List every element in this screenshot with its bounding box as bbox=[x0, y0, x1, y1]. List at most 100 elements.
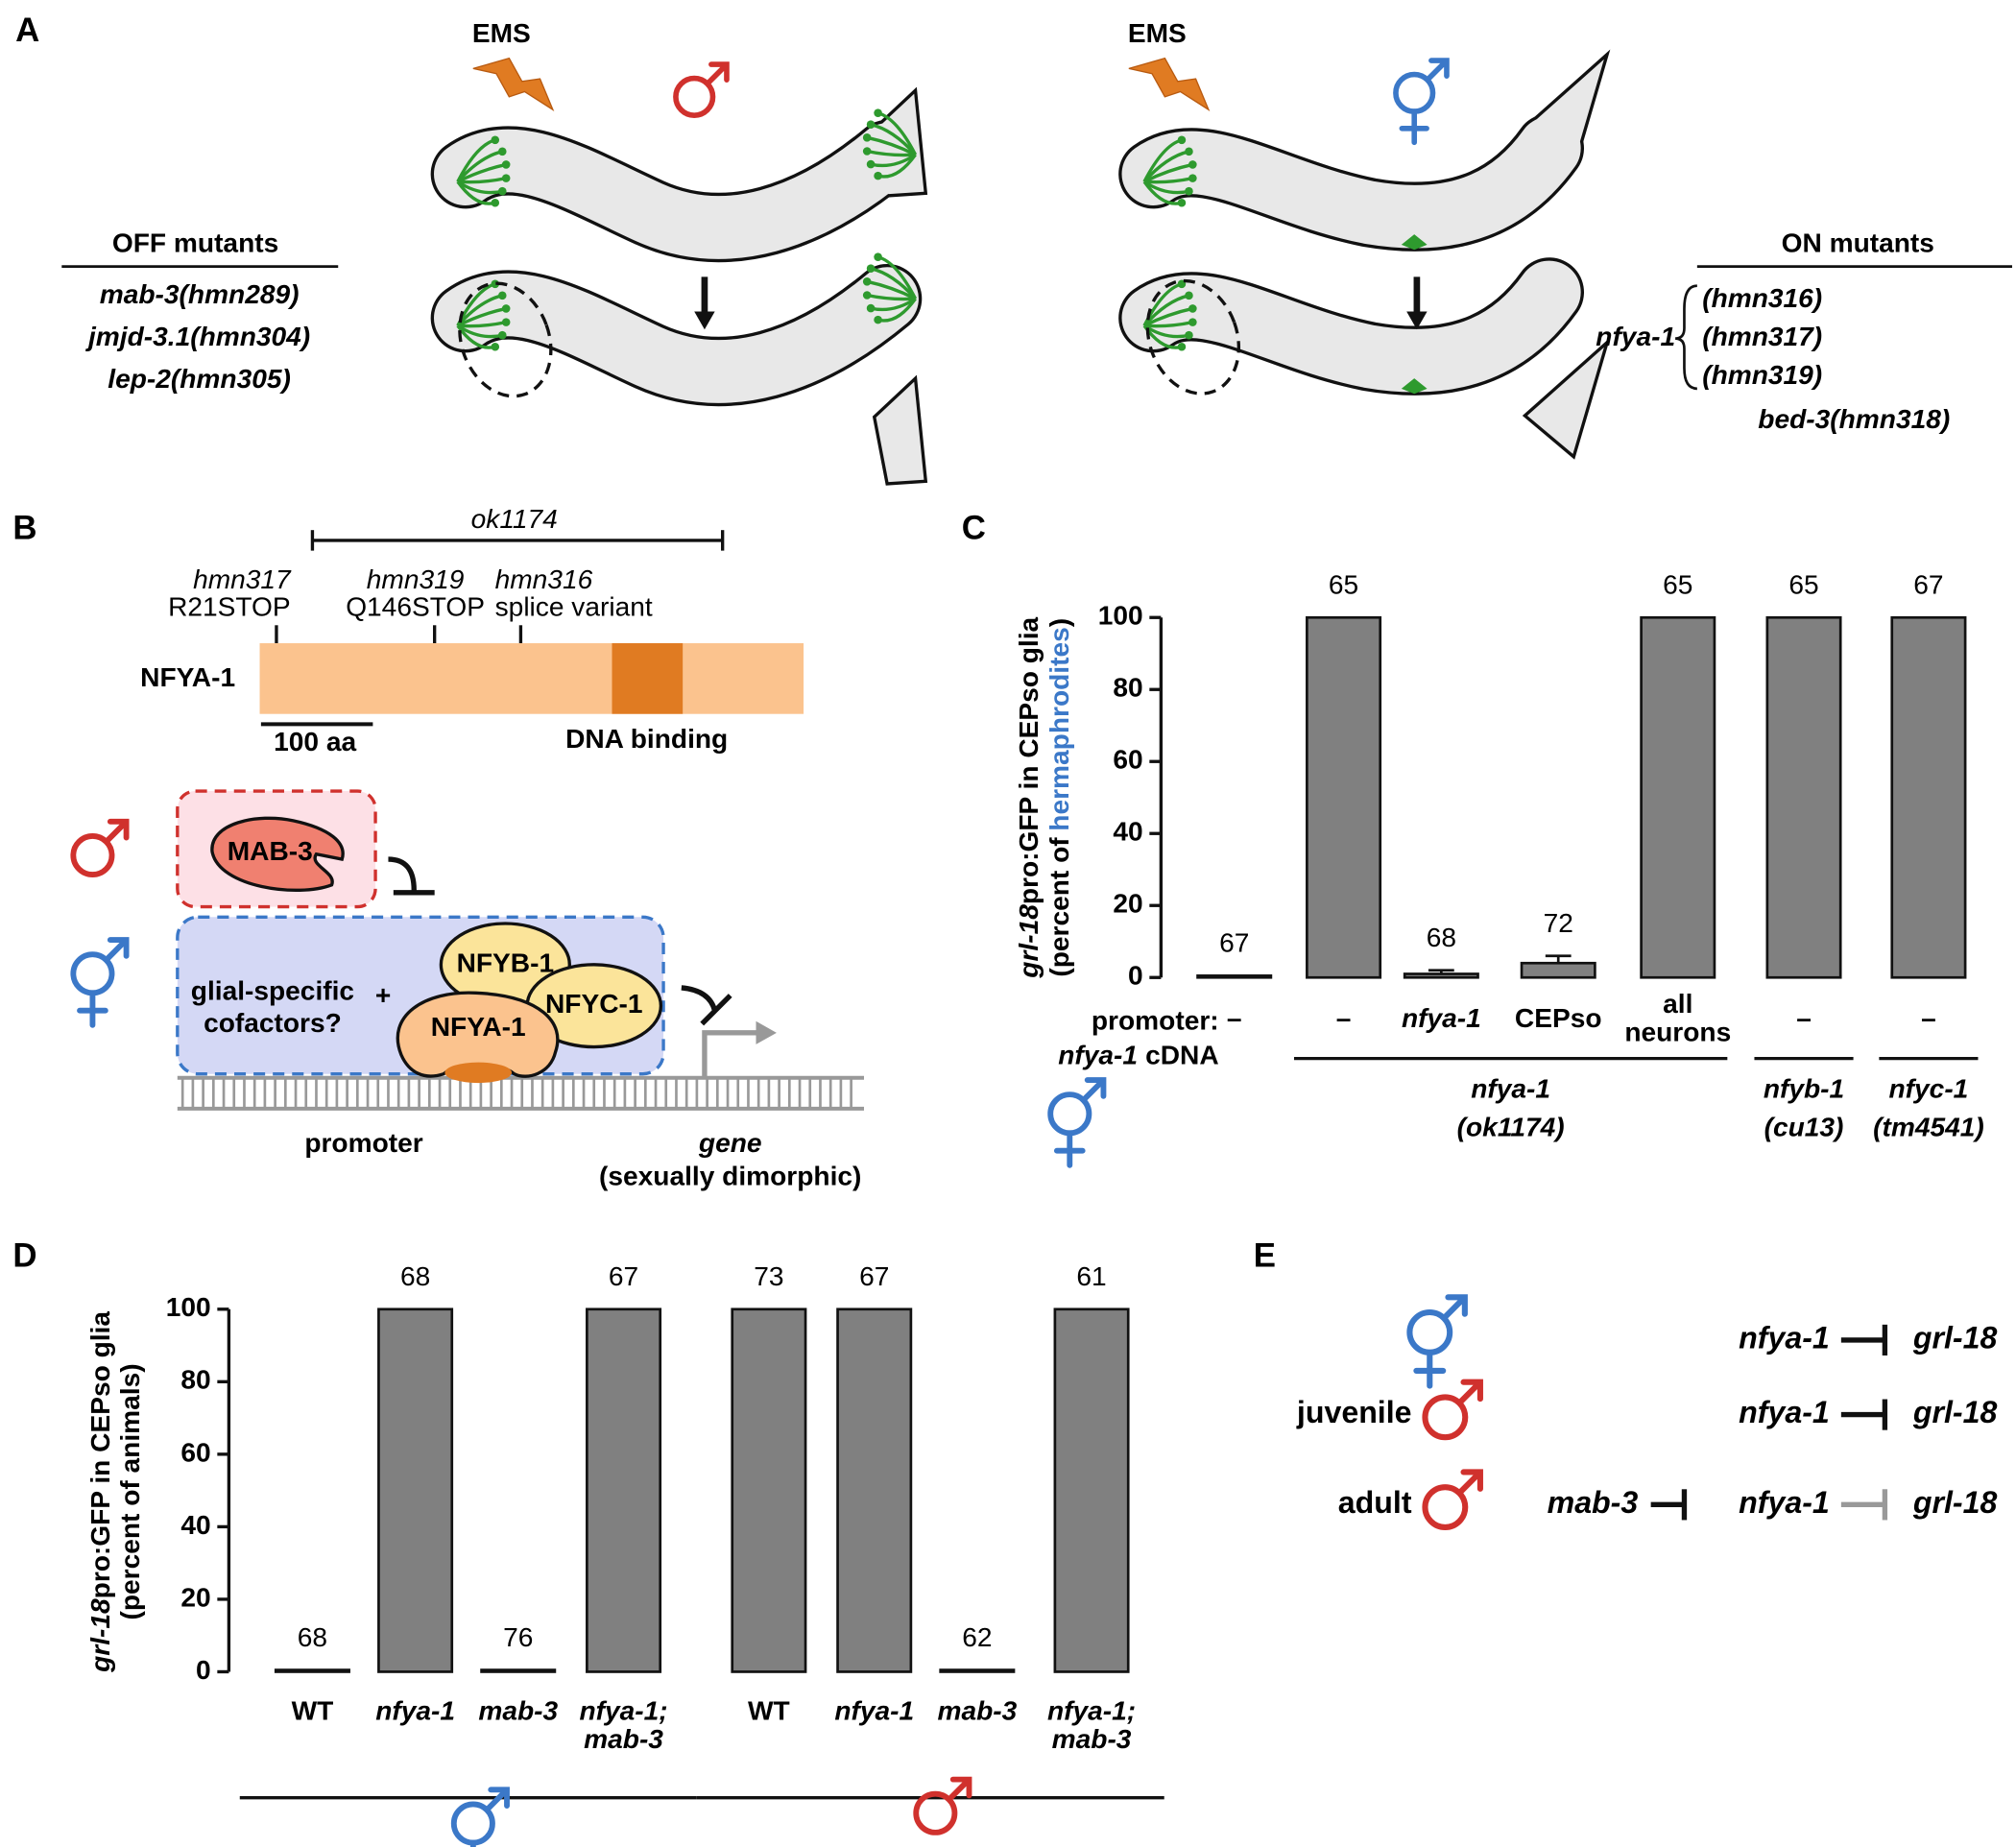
neuron bbox=[866, 279, 917, 300]
group-label: nfyc-1 bbox=[1889, 1074, 1969, 1104]
neuron-soma bbox=[866, 159, 876, 169]
mutagen-bolt bbox=[1128, 57, 1211, 111]
neuron-soma bbox=[874, 252, 882, 261]
mutation-label: splice variant bbox=[495, 591, 653, 621]
vulva bbox=[1401, 378, 1428, 395]
off-allele: mab-3(hmn289) bbox=[100, 279, 300, 309]
neuron-soma bbox=[1188, 174, 1197, 182]
worm-body bbox=[1121, 116, 1581, 249]
bar bbox=[274, 1668, 350, 1673]
worm bbox=[1118, 49, 1611, 252]
dna-binding-site bbox=[444, 1062, 513, 1084]
y-axis-label-part: (percent of bbox=[1045, 837, 1075, 977]
x-tick-label: nfya-1 bbox=[834, 1696, 914, 1726]
mutation-label: Q146STOP bbox=[346, 591, 485, 621]
n-label: 68 bbox=[400, 1261, 430, 1291]
allele-brace bbox=[1675, 284, 1697, 391]
bar bbox=[1520, 961, 1596, 979]
tss-arrowhead bbox=[756, 1020, 777, 1044]
tss-arrow bbox=[702, 1030, 759, 1078]
x-tick-label: nfya-1 bbox=[1402, 1003, 1481, 1033]
x-tick-label: mab-3 bbox=[937, 1696, 1017, 1726]
y-tick-label: 80 bbox=[1113, 673, 1142, 703]
dna-label: promoter bbox=[304, 1128, 422, 1158]
neuron-soma bbox=[1188, 318, 1197, 326]
n-label: 68 bbox=[298, 1622, 327, 1652]
bar bbox=[1890, 615, 1967, 979]
neuron-soma bbox=[874, 315, 882, 324]
n-label: 67 bbox=[1219, 928, 1249, 958]
n-label: 68 bbox=[1427, 923, 1456, 952]
neuron bbox=[866, 293, 916, 301]
cofactor-label: cofactors? bbox=[204, 1008, 342, 1038]
on-allele: (hmn319) bbox=[1702, 360, 1822, 390]
x-tick-label: nfya-1; bbox=[579, 1696, 667, 1726]
neuron-soma bbox=[1177, 342, 1187, 351]
neuron-soma bbox=[1185, 330, 1193, 340]
y-tick-label: 20 bbox=[180, 1582, 210, 1612]
y-axis-label-part: grl-18 bbox=[86, 1598, 116, 1673]
n-label: 61 bbox=[1076, 1261, 1106, 1291]
bar bbox=[1306, 615, 1382, 979]
neuron-soma bbox=[491, 135, 500, 145]
off-title: OFF mutants bbox=[112, 228, 278, 257]
mab3-blob bbox=[210, 816, 345, 892]
protein-label: NFYA-1 bbox=[140, 662, 235, 692]
x-tick-label: – bbox=[1336, 1003, 1352, 1033]
neuron-soma bbox=[862, 133, 872, 142]
mutagen-bolt bbox=[472, 57, 555, 111]
protein-name: MAB-3 bbox=[228, 836, 313, 866]
x-tick-label: mab-3 bbox=[478, 1696, 558, 1726]
n-label: 65 bbox=[1663, 570, 1692, 600]
bar bbox=[586, 1307, 662, 1673]
n-label: 73 bbox=[754, 1261, 783, 1291]
y-tick-label: 0 bbox=[196, 1655, 211, 1685]
x-tick-label: WT bbox=[748, 1696, 790, 1726]
affected-region bbox=[1145, 278, 1241, 396]
bar bbox=[1640, 615, 1716, 979]
panel-label: C bbox=[962, 509, 986, 546]
neuron bbox=[1143, 320, 1193, 328]
y-axis-label: grl-18pro:GFP in CEPso glia bbox=[86, 1311, 116, 1673]
x-tick-label: – bbox=[1227, 1003, 1242, 1033]
neuron-soma bbox=[1185, 291, 1193, 300]
y-tick-label: 60 bbox=[1113, 745, 1142, 775]
y-axis-label: (percent of animals) bbox=[115, 1363, 145, 1619]
worm bbox=[430, 263, 928, 486]
neuron bbox=[457, 162, 507, 183]
n-label: 65 bbox=[1788, 570, 1818, 600]
panel-label: A bbox=[15, 12, 39, 49]
neuron-soma bbox=[1177, 198, 1187, 207]
cofactor-label: glial-specific bbox=[191, 976, 354, 1006]
y-tick-label: 100 bbox=[1098, 601, 1143, 631]
dna-label: gene bbox=[698, 1128, 762, 1158]
panel-label: D bbox=[12, 1236, 36, 1274]
gene-label: grl-18 bbox=[1912, 1485, 1998, 1520]
gene-label: mab-3 bbox=[1548, 1485, 1639, 1520]
x-tick-label: all bbox=[1663, 989, 1692, 1019]
neuron bbox=[866, 135, 917, 156]
mutation-label: R21STOP bbox=[168, 591, 291, 621]
panel-label: B bbox=[12, 509, 36, 546]
bar bbox=[1053, 1307, 1130, 1673]
x-tick-label: nfya-1; bbox=[1047, 1696, 1136, 1726]
gene-label: nfya-1 bbox=[1739, 1320, 1830, 1355]
y-tick-label: 100 bbox=[166, 1292, 211, 1322]
stage-label: juvenile bbox=[1296, 1395, 1412, 1429]
x-tick-label: neurons bbox=[1624, 1018, 1731, 1047]
x-tick-label: CEPso bbox=[1515, 1003, 1602, 1033]
on-gene: nfya-1 bbox=[1596, 322, 1675, 351]
n-label: 67 bbox=[1913, 570, 1943, 600]
neuron-soma bbox=[1188, 160, 1197, 169]
neuron bbox=[866, 149, 916, 157]
scale-label: 100 aa bbox=[274, 727, 356, 756]
worm-tail bbox=[1522, 337, 1611, 460]
neuron-soma bbox=[862, 277, 872, 286]
y-tick-label: 40 bbox=[180, 1510, 210, 1540]
y-axis-label-part: hermaphrodites bbox=[1045, 627, 1075, 830]
neuron-soma bbox=[491, 342, 500, 351]
y-axis-label: grl-18pro:GFP in CEPso glia bbox=[1015, 616, 1044, 978]
group-label: nfyb-1 bbox=[1764, 1074, 1844, 1104]
row-label: nfya-1 cDNA bbox=[1058, 1041, 1218, 1070]
bar bbox=[377, 1307, 454, 1673]
